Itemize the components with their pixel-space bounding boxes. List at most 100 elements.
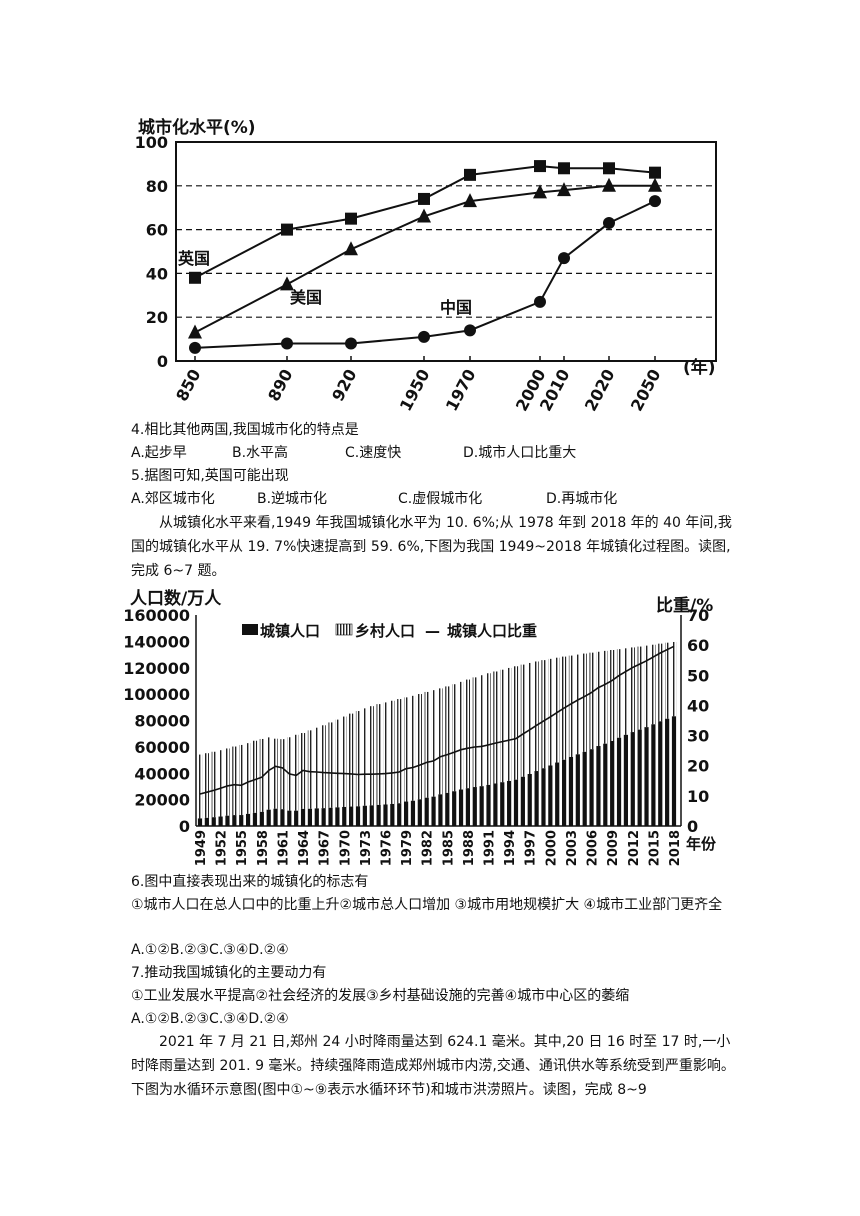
urban-population-bar [452,791,457,826]
legend-rural-label: 乡村人口 [355,622,415,640]
rural-population-bar [630,647,635,733]
chart1-x-tick-label: 890 [264,366,296,404]
chart1-point-circle [464,324,476,337]
chart1-x-tick-label: 1950 [396,366,434,414]
rural-population-bar [671,641,677,717]
rural-population-bar [266,737,271,810]
chart1-x-tick-label: 850 [172,366,204,404]
rural-population-bar [603,650,608,744]
chart2-y-tick-label-right: 30 [687,727,709,746]
urban-population-bar [321,808,326,826]
chart1-point-circle [281,337,293,350]
chart1-point-square [418,192,430,205]
rural-population-bar [273,738,278,809]
chart1-point-circle [345,337,357,350]
urban-population-bar [486,784,491,826]
chart2-x-tick-label: 2006 [586,830,601,866]
chart2-y-tick-label-left: 100000 [124,685,190,704]
intro-paragraph-6-7: 从城镇化水平来看,1949 年我国城镇化水平为 10. 6%;从 1978 年到… [131,515,732,579]
chart2-y-tick-label-left: 120000 [124,659,190,678]
urban-population-bar [527,773,532,826]
rural-population-bar [452,684,457,792]
urban-population-bar [197,818,203,826]
chart2-x-tick-label: 1952 [215,830,230,866]
chart1-point-circle [534,295,546,308]
chart2-bars [197,641,677,826]
urban-population-bar [390,803,395,826]
chart1-y-tick-label: 40 [146,264,168,283]
chart1-point-square [558,162,570,175]
china-urbanization-bar-chart: 人口数/万人 比重/% 0200004000060000800001000001… [124,588,717,866]
urban-population-bar [252,812,258,826]
chart2-y-tick-label-right: 10 [687,787,709,806]
chart2-ylabel-right: 比重/% [656,595,713,616]
q6-options: A.①②B.②③C.③④D.②④ [131,942,289,958]
series-label-uk: 英国 [177,249,210,268]
q7-options: A.①②B.②③C.③④D.②④ [131,1011,289,1027]
chart1-point-square [534,160,546,173]
chart1-point-triangle [602,177,616,192]
urban-population-bar [307,808,313,826]
chart2-y-tick-label-left: 140000 [124,632,190,651]
urban-population-bar [232,815,237,826]
chart2-ylabel-left: 人口数/万人 [130,588,222,609]
urban-population-bar [513,779,519,826]
rural-population-bar [314,727,319,809]
question-4: 4.相比其他两国,我国城市化的特点是 [131,422,359,438]
urban-population-bar [493,783,498,826]
q6-items: ①城市人口在总人口中的比重上升②城市总人口增加 ③城市用地规模扩大 ④城市工业部… [131,897,723,913]
urban-population-bar [239,815,244,826]
urban-population-bar [355,806,361,826]
chart1-point-triangle [280,276,294,291]
urban-population-bar [225,815,230,826]
chart1-x-tick-label: 2050 [627,366,665,414]
urban-population-bar [403,801,409,826]
urban-population-bar [630,732,635,826]
rural-population-bar [349,713,354,807]
chart2-x-tick-label: 2012 [627,830,642,866]
urban-population-bar [245,813,251,826]
urban-population-bar [445,792,450,826]
rural-population-bar [465,679,471,789]
chart2-x-ticks: 1949 1952 1955 1958 1961 1964 1967 1970 1973 1976… [194,830,683,866]
urban-population-bar [314,808,319,826]
chart2-x-tick-label: 1982 [421,830,436,866]
chart1-point-square [345,212,357,225]
urban-population-bar [424,797,429,826]
chart1-point-triangle [648,177,662,192]
chart2-x-tick-label: 1955 [235,830,250,866]
rural-population-bar [397,699,402,804]
urban-population-bar [520,776,525,826]
urban-population-bar [575,754,580,826]
urban-population-bar [287,810,292,826]
rural-population-bar [658,643,663,722]
rural-population-bar [431,690,436,797]
rural-population-bar [472,677,477,788]
chart2-x-tick-label: 1997 [524,830,539,866]
rural-population-bar [555,657,560,763]
urban-population-bar [616,737,622,826]
q5-option-d: D.再城市化 [546,491,618,507]
rural-population-bar [218,750,223,817]
rural-population-bar [575,654,580,755]
urban-population-bar [410,800,416,826]
rural-population-bar [479,675,484,787]
rural-population-bar [232,746,237,816]
chart2-x-tick-label: 1976 [379,830,394,866]
chart1-x-tick-label: 920 [328,366,360,404]
rural-population-bar [582,653,587,752]
chart2-xlabel: 年份 [686,835,717,853]
rural-population-bar [589,652,594,750]
rural-population-bar [534,661,539,772]
rural-population-bar [500,669,505,783]
chart1-point-triangle [417,208,431,223]
urban-population-bar [328,807,333,826]
rural-population-bar [458,681,464,790]
rural-population-bar [513,666,519,780]
rural-population-bar [651,644,656,725]
urban-population-bar [582,751,587,826]
urban-population-bar [561,759,567,826]
chart1-point-triangle [344,241,358,256]
urban-ratio-line [199,645,675,795]
chart1-point-circle [603,217,615,230]
